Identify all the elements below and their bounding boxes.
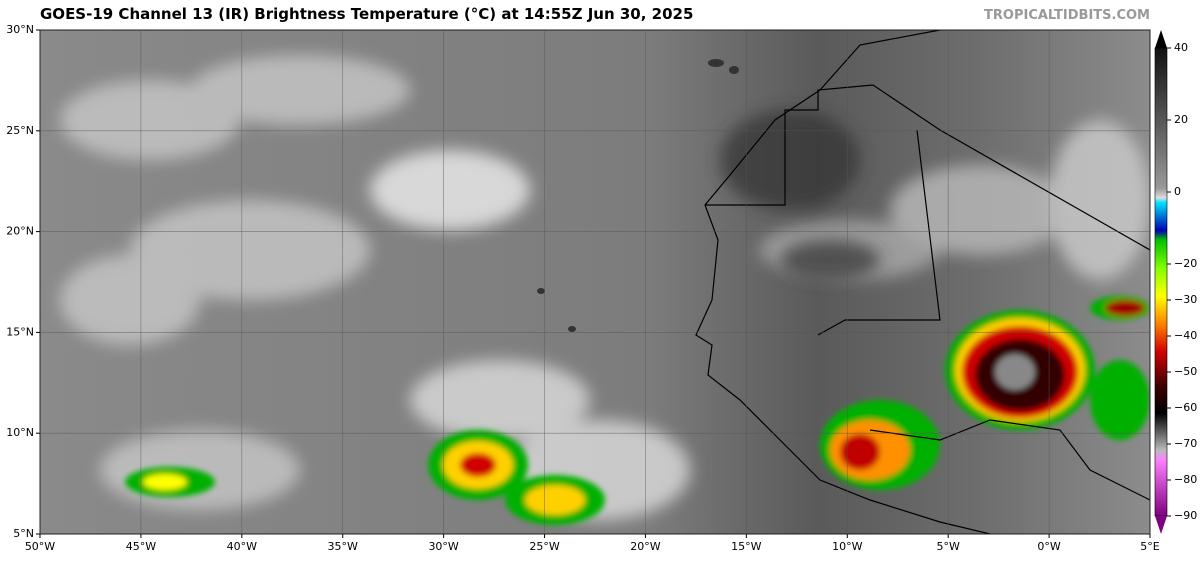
- colorbar-tick-label: −50: [1174, 365, 1197, 378]
- colorbar-extend-bottom: [1155, 516, 1167, 534]
- colorbar: [1154, 47, 1168, 517]
- colorbar-tick-label: 0: [1174, 185, 1181, 198]
- colorbar-tick-label: −70: [1174, 437, 1197, 450]
- x-tick-label: 40°W: [227, 540, 257, 553]
- y-tick-label: 30°N: [6, 23, 34, 36]
- x-tick-label: 30°W: [428, 540, 458, 553]
- colorbar-tick-label: 40: [1174, 41, 1188, 54]
- y-tick-label: 20°N: [6, 225, 34, 238]
- colorbar-tick-label: −20: [1174, 257, 1197, 270]
- x-tick-label: 10°W: [832, 540, 862, 553]
- x-tick-label: 15°W: [731, 540, 761, 553]
- satellite-image: [40, 30, 1150, 534]
- colorbar-tick-label: −30: [1174, 293, 1197, 306]
- x-tick-label: 5°W: [936, 540, 959, 553]
- y-tick-label: 25°N: [6, 124, 34, 137]
- colorbar-tick-label: −80: [1174, 473, 1197, 486]
- x-tick-label: 45°W: [126, 540, 156, 553]
- colorbar-extend-top: [1155, 30, 1167, 48]
- x-tick-label: 25°W: [529, 540, 559, 553]
- y-tick-label: 5°N: [13, 527, 34, 540]
- x-tick-label: 50°W: [25, 540, 55, 553]
- y-tick-label: 15°N: [6, 325, 34, 338]
- colorbar-tick-label: 20: [1174, 113, 1188, 126]
- colorbar-tick-label: −90: [1174, 509, 1197, 522]
- x-tick-label: 0°W: [1037, 540, 1060, 553]
- colorbar-tick-label: −40: [1174, 329, 1197, 342]
- x-tick-label: 35°W: [328, 540, 358, 553]
- x-tick-label: 20°W: [630, 540, 660, 553]
- x-tick-label: 5°E: [1140, 540, 1159, 553]
- watermark: TROPICALTIDBITS.COM: [984, 8, 1150, 23]
- coastline: [695, 30, 1150, 534]
- y-tick-label: 10°N: [6, 426, 34, 439]
- title: GOES-19 Channel 13 (IR) Brightness Tempe…: [40, 5, 693, 23]
- colorbar-tick-label: −60: [1174, 401, 1197, 414]
